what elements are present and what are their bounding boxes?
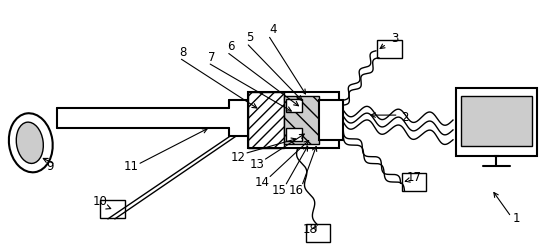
Bar xyxy=(321,102,341,138)
Text: 5: 5 xyxy=(247,31,254,44)
Bar xyxy=(286,128,302,141)
Text: 16: 16 xyxy=(288,184,303,197)
Text: 18: 18 xyxy=(302,223,317,236)
Text: 6: 6 xyxy=(227,40,234,53)
Text: 1: 1 xyxy=(512,212,520,226)
Text: 17: 17 xyxy=(407,171,422,184)
Bar xyxy=(284,96,320,144)
Text: 9: 9 xyxy=(46,160,53,173)
Text: 10: 10 xyxy=(93,195,107,208)
Bar xyxy=(461,96,532,146)
Text: 7: 7 xyxy=(208,51,215,64)
Bar xyxy=(402,173,426,191)
Ellipse shape xyxy=(9,113,53,172)
Bar xyxy=(306,224,331,242)
Text: 4: 4 xyxy=(269,22,277,36)
Bar xyxy=(100,200,125,218)
Text: 15: 15 xyxy=(272,184,287,197)
Text: 8: 8 xyxy=(180,46,187,59)
Bar xyxy=(320,100,343,140)
Text: 3: 3 xyxy=(391,32,398,45)
Text: 12: 12 xyxy=(231,151,246,164)
Bar xyxy=(456,88,537,156)
Ellipse shape xyxy=(17,122,44,164)
Text: 11: 11 xyxy=(124,160,139,173)
Bar xyxy=(286,99,302,112)
Bar xyxy=(249,92,284,148)
Text: 14: 14 xyxy=(255,176,269,189)
Bar xyxy=(249,92,339,148)
Text: 2: 2 xyxy=(401,111,408,124)
Bar xyxy=(377,40,402,58)
Text: 13: 13 xyxy=(250,158,264,171)
